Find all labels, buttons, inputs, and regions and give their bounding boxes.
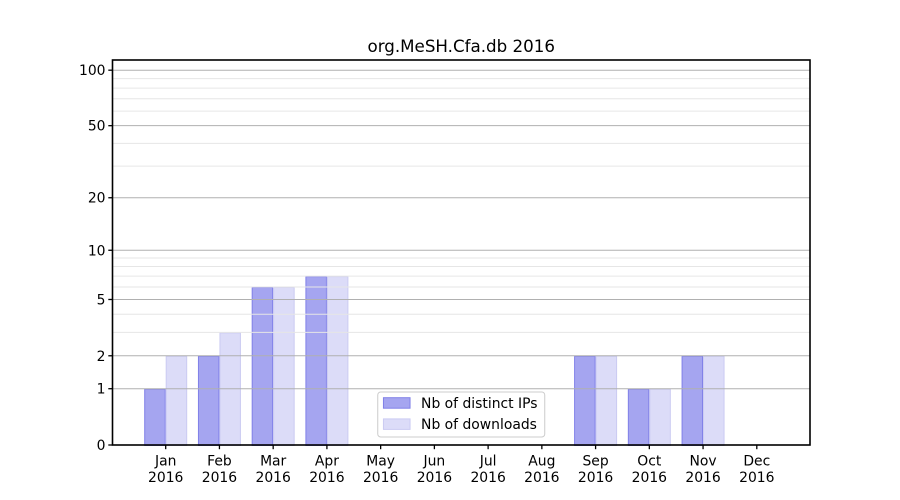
- chart-title: org.MeSH.Cfa.db 2016: [367, 36, 555, 56]
- y-tick-label-10: 10: [88, 243, 106, 259]
- gridlines-major: [112, 69, 810, 390]
- bar-downloads-apr: [326, 276, 349, 446]
- bar-distinct-ips-apr: [305, 276, 327, 446]
- bar-distinct-ips-jan: [144, 388, 166, 447]
- legend-swatch-distinct-ips: [382, 397, 411, 409]
- x-tick-label-jul: Jul 2016: [470, 454, 505, 487]
- bar-downloads-oct: [649, 388, 671, 447]
- x-tick-label-nov: Nov 2016: [685, 454, 720, 487]
- x-tick-label-apr: Apr 2016: [309, 454, 344, 487]
- x-tick-label-feb: Feb 2016: [202, 454, 237, 487]
- y-tick-label-50: 50: [88, 119, 106, 135]
- legend-swatch-downloads: [382, 418, 411, 430]
- legend: Nb of distinct IPs Nb of downloads: [377, 391, 546, 438]
- bar-downloads-mar: [273, 286, 295, 446]
- y-tick-label-20: 20: [88, 191, 106, 207]
- x-tick-label-sep: Sep 2016: [578, 454, 613, 487]
- gridlines-minor: [112, 78, 810, 333]
- bar-distinct-ips-oct: [627, 388, 650, 447]
- bar-distinct-ips-nov: [681, 355, 704, 447]
- x-tick-label-dec: Dec 2016: [739, 454, 774, 487]
- y-tick-label-0: 0: [97, 438, 106, 454]
- legend-label-distinct-ips: Nb of distinct IPs: [421, 396, 537, 412]
- x-tick-label-oct: Oct 2016: [632, 454, 667, 487]
- y-axis: 0 1 2 5 10 20 50 100: [79, 63, 113, 454]
- bar-distinct-ips-mar: [251, 286, 274, 446]
- legend-label-downloads: Nb of downloads: [421, 417, 537, 433]
- legend-box: [377, 391, 546, 438]
- x-tick-label-may: May 2016: [363, 454, 398, 487]
- bars: [144, 276, 725, 447]
- x-tick-label-aug: Aug 2016: [524, 454, 559, 487]
- y-tick-label-1: 1: [97, 382, 106, 398]
- x-tick-label-jun: Jun 2016: [417, 454, 452, 487]
- bar-distinct-ips-sep: [574, 355, 596, 447]
- y-tick-label-100: 100: [79, 63, 106, 79]
- bar-downloads-nov: [703, 355, 725, 447]
- bar-downloads-jan: [165, 355, 188, 447]
- x-tick-label-jan: Jan 2016: [148, 454, 183, 487]
- bar-distinct-ips-feb: [197, 355, 220, 447]
- y-tick-label-2: 2: [97, 349, 106, 365]
- y-tick-label-5: 5: [97, 292, 106, 308]
- plot-border: [111, 59, 811, 446]
- bar-downloads-sep: [595, 355, 618, 447]
- x-axis: Jan 2016 Feb 2016 Mar 2016 Apr 2016 May 2016 Jun 20…: [148, 445, 774, 486]
- x-tick-label-mar: Mar 2016: [255, 454, 290, 487]
